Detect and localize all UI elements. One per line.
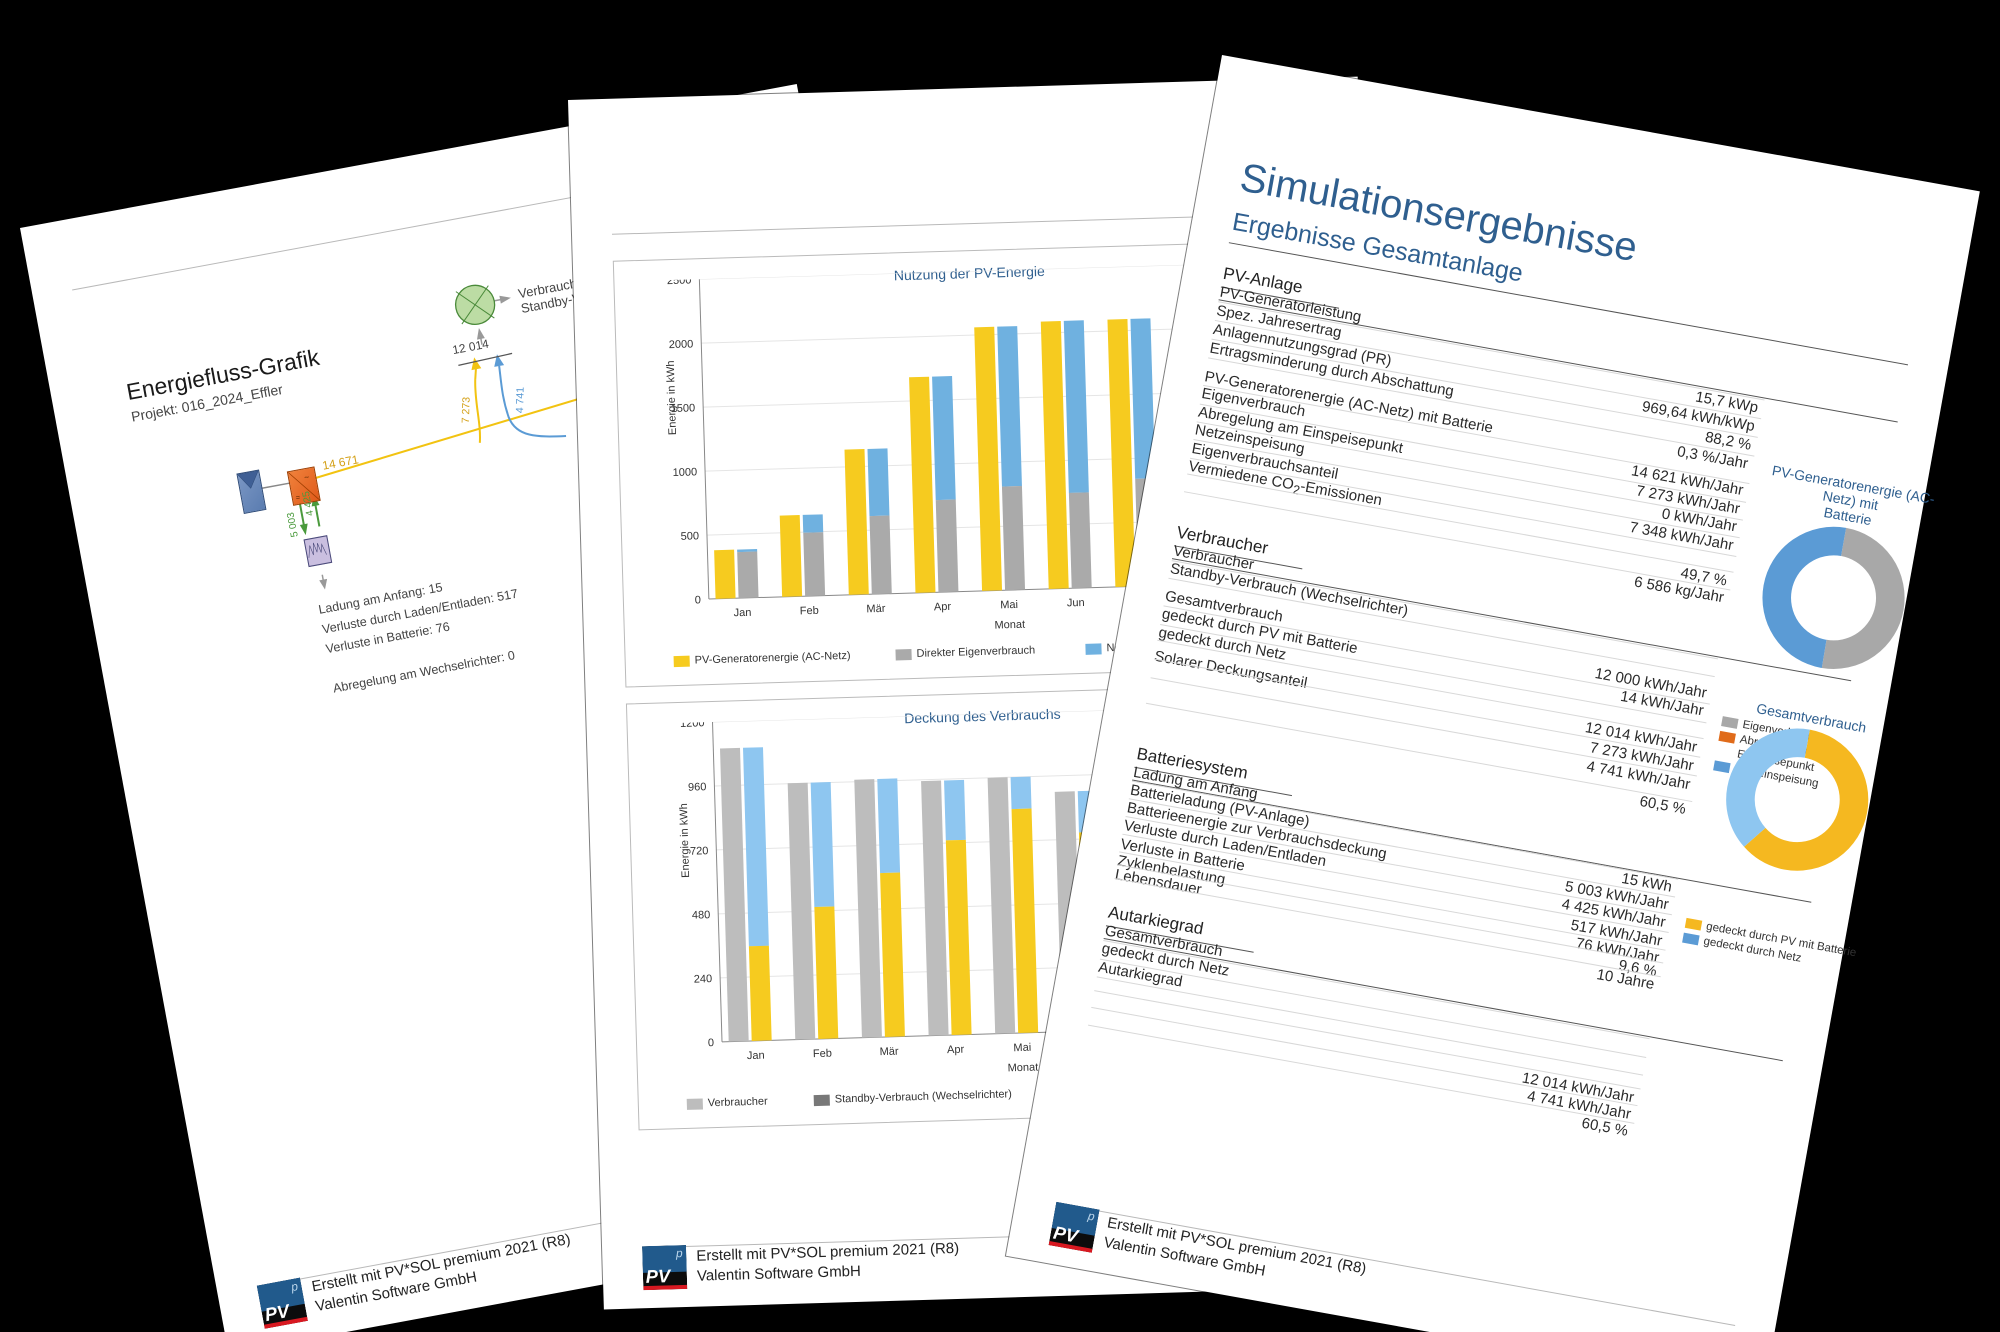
svg-text:0: 0 (708, 1037, 714, 1049)
svg-text:Mär: Mär (866, 603, 886, 616)
svg-text:Apr: Apr (934, 601, 952, 614)
svg-text:Jan: Jan (734, 607, 752, 620)
svg-text:Monat: Monat (1007, 1061, 1038, 1074)
svg-text:Mai: Mai (1013, 1042, 1031, 1055)
svg-text:Mär: Mär (879, 1046, 899, 1059)
svg-text:Feb: Feb (813, 1048, 832, 1061)
svg-text:1000: 1000 (672, 466, 697, 479)
svg-text:Jun: Jun (1067, 597, 1085, 610)
svg-text:Jan: Jan (747, 1050, 765, 1063)
svg-text:~: ~ (303, 472, 310, 483)
svg-text:960: 960 (688, 781, 707, 794)
svg-text:0: 0 (695, 594, 701, 606)
svg-text:Apr: Apr (947, 1044, 965, 1057)
svg-text:2000: 2000 (669, 338, 694, 351)
svg-text:Mai: Mai (1000, 599, 1018, 612)
svg-text:240: 240 (694, 973, 713, 986)
svg-text:720: 720 (690, 845, 709, 858)
svg-text:Feb: Feb (800, 605, 819, 618)
svg-text:1500: 1500 (671, 402, 696, 415)
svg-text:480: 480 (692, 909, 711, 922)
svg-text:Monat: Monat (994, 619, 1025, 632)
svg-text:500: 500 (680, 530, 699, 543)
